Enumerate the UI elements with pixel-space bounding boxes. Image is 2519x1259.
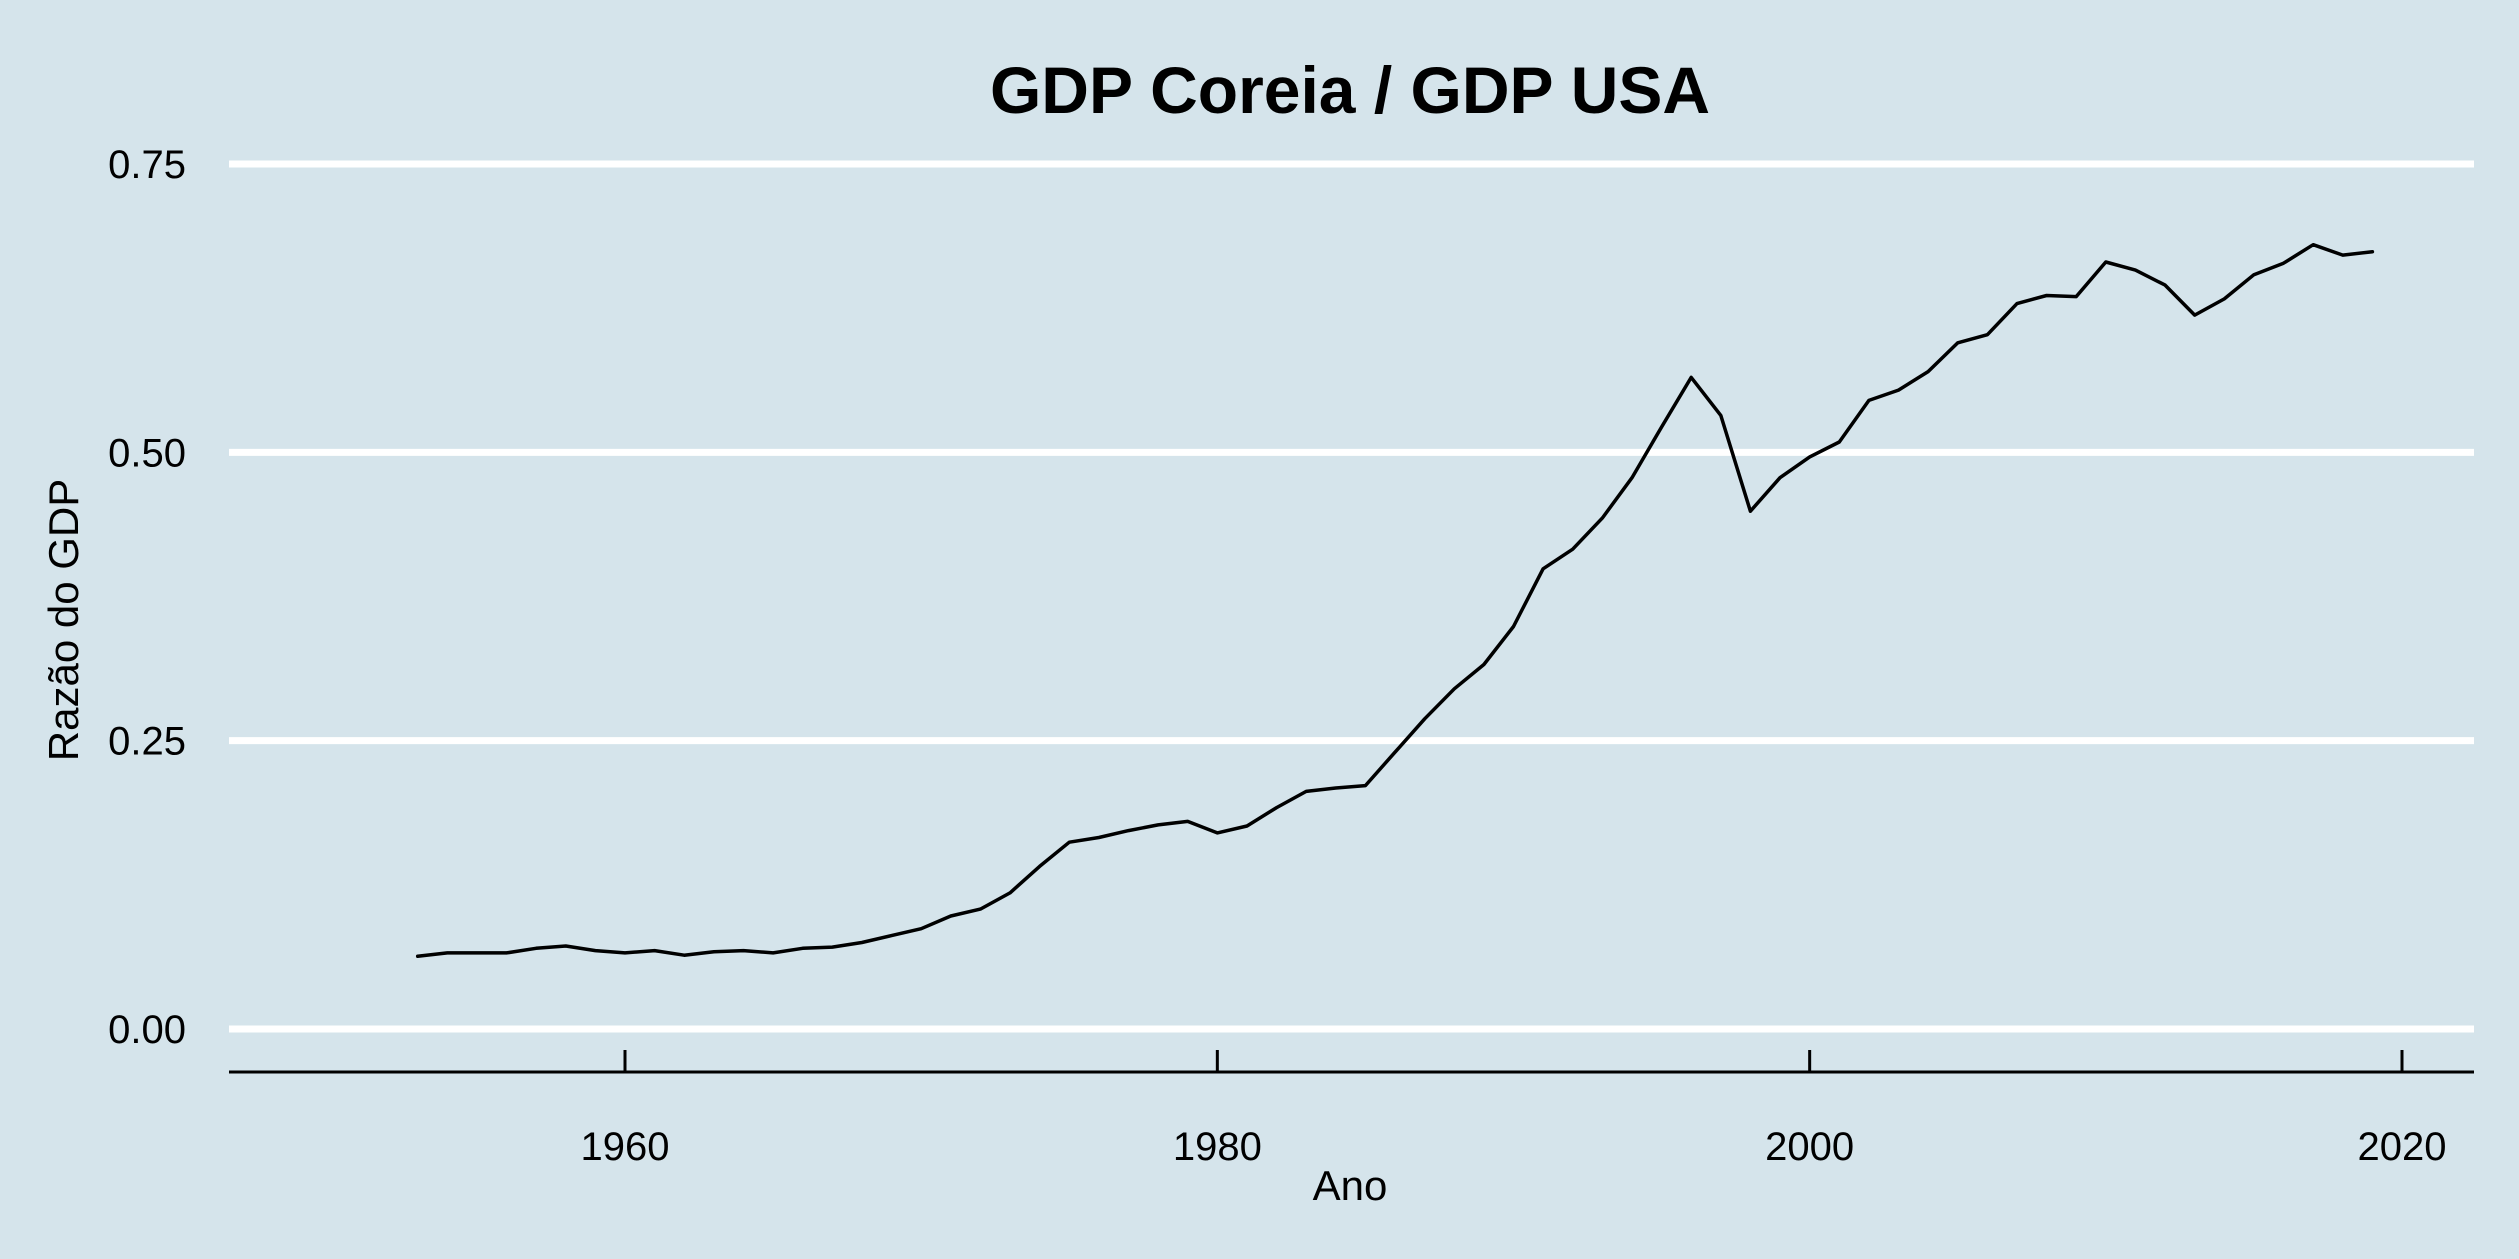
y-axis-label: Razão do GDP xyxy=(40,479,87,761)
x-axis-ticks: 1960 1980 2000 2020 xyxy=(581,1050,2447,1169)
x-tick-label: 2020 xyxy=(2358,1125,2447,1169)
gdp-ratio-series-line xyxy=(415,242,2375,959)
x-tick-label: 2000 xyxy=(1765,1125,1854,1169)
y-tick-label: 0.50 xyxy=(108,431,186,475)
x-axis-label: Ano xyxy=(1313,1162,1388,1209)
y-tick-label: 0.75 xyxy=(108,143,186,187)
x-tick-label: 1960 xyxy=(581,1125,670,1169)
x-tick-label: 1980 xyxy=(1173,1125,1262,1169)
y-tick-label: 0.00 xyxy=(108,1008,186,1052)
chart-title: GDP Coreia / GDP USA xyxy=(990,53,1710,127)
y-tick-label: 0.25 xyxy=(108,720,186,764)
y-gridlines xyxy=(229,160,2474,1033)
y-tick-labels: 0.00 0.25 0.50 0.75 xyxy=(108,143,186,1052)
